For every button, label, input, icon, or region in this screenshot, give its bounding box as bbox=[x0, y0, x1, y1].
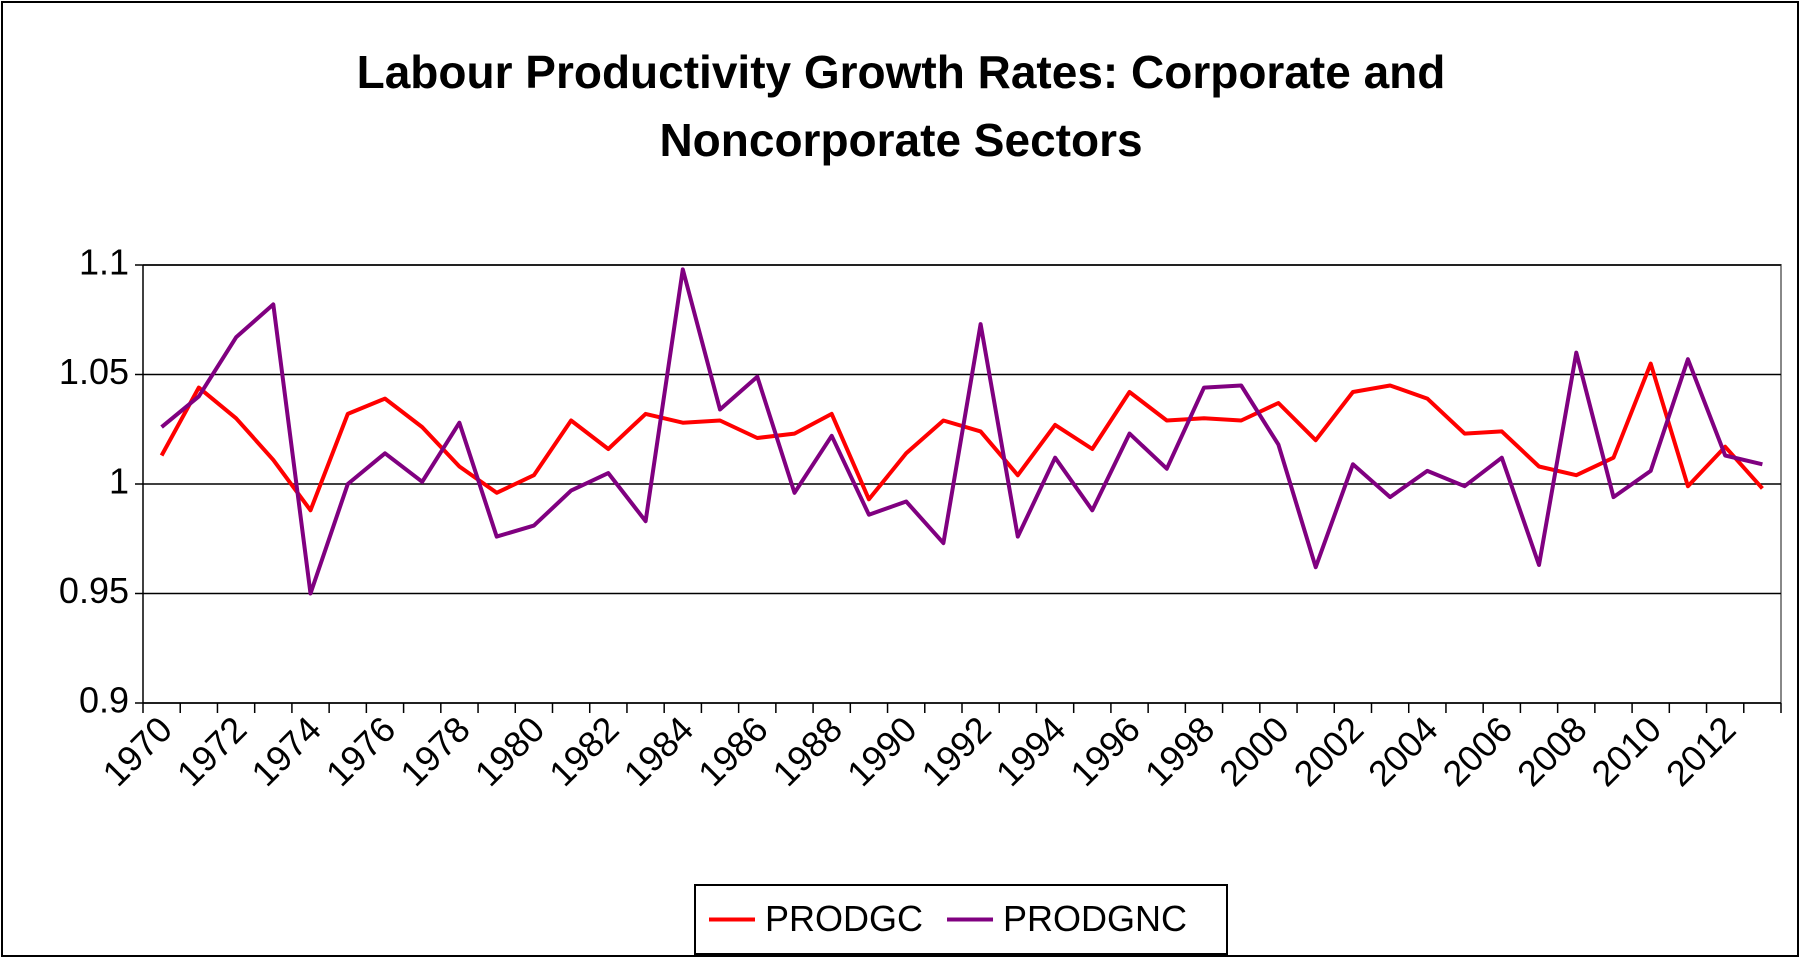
x-tick-label: 2012 bbox=[1658, 708, 1744, 794]
x-tick-label: 1988 bbox=[764, 708, 850, 794]
x-tick-label: 1976 bbox=[318, 708, 404, 794]
x-tick-label: 2004 bbox=[1360, 708, 1446, 794]
x-tick-label: 1990 bbox=[839, 708, 925, 794]
x-tick-label: 2006 bbox=[1435, 708, 1521, 794]
legend: PRODGC PRODGNC bbox=[694, 884, 1228, 955]
x-tick-label: 1986 bbox=[690, 708, 776, 794]
x-tick-label: 1994 bbox=[988, 708, 1074, 794]
x-tick-label: 1970 bbox=[94, 708, 180, 794]
x-tick-label: 1998 bbox=[1137, 708, 1223, 794]
x-tick-label: 1992 bbox=[913, 708, 999, 794]
x-tick-label: 1984 bbox=[616, 708, 702, 794]
y-tick-label: 1.1 bbox=[79, 242, 129, 283]
y-tick-label: 1.05 bbox=[59, 351, 129, 392]
x-tick-label: 1972 bbox=[169, 708, 255, 794]
y-tick-label: 0.95 bbox=[59, 570, 129, 611]
x-tick-label: 1978 bbox=[392, 708, 478, 794]
legend-label: PRODGC bbox=[765, 898, 923, 939]
y-tick-label: 0.9 bbox=[79, 680, 129, 721]
legend-label: PRODGNC bbox=[1003, 898, 1187, 939]
x-tick-label: 2010 bbox=[1583, 708, 1669, 794]
x-tick-label: 1974 bbox=[243, 708, 329, 794]
x-tick-label: 2000 bbox=[1211, 708, 1297, 794]
x-tick-label: 1996 bbox=[1062, 708, 1148, 794]
y-tick-label: 1 bbox=[109, 461, 129, 502]
x-tick-label: 2002 bbox=[1286, 708, 1372, 794]
x-tick-label: 1980 bbox=[467, 708, 553, 794]
x-tick-label: 1982 bbox=[541, 708, 627, 794]
x-tick-label: 2008 bbox=[1509, 708, 1595, 794]
series-line bbox=[160, 267, 1763, 596]
chart-title: Labour Productivity Growth Rates: Corpor… bbox=[356, 46, 1446, 166]
